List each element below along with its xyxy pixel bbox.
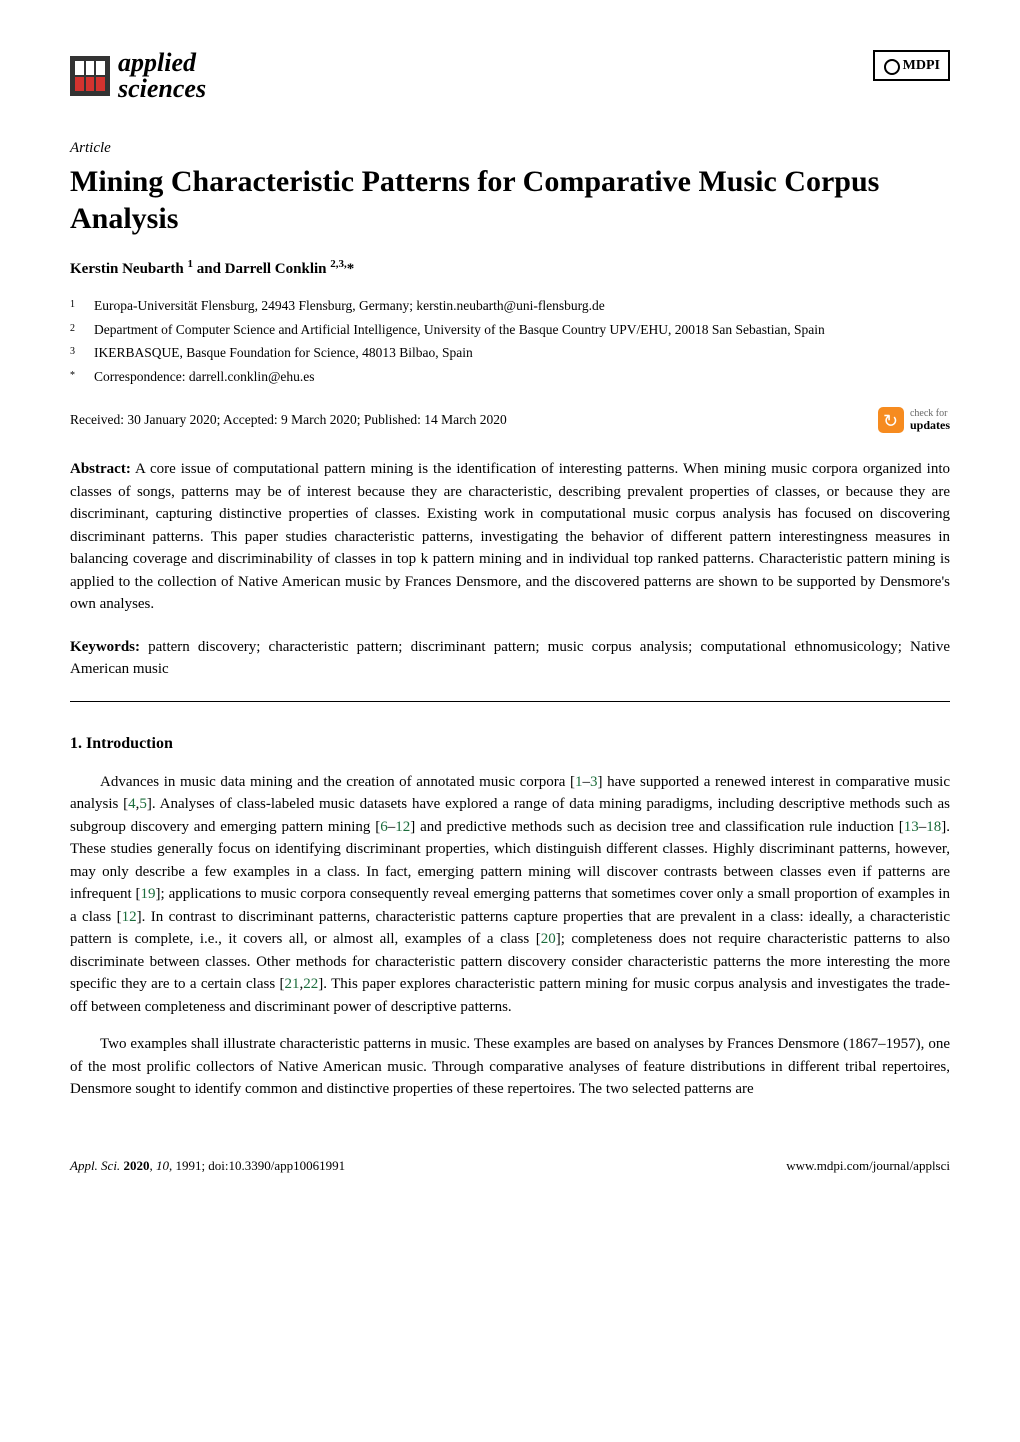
check-updates-icon — [878, 407, 904, 433]
reference-link[interactable]: 4 — [128, 796, 136, 812]
reference-link[interactable]: 13 — [904, 819, 919, 835]
reference-link[interactable]: 22 — [303, 976, 318, 992]
affil-text: IKERBASQUE, Basque Foundation for Scienc… — [94, 342, 473, 364]
affil-num: 3 — [70, 342, 82, 364]
keywords-label: Keywords: — [70, 639, 140, 655]
author-2-star: * — [347, 261, 355, 277]
affiliation-row: 3 IKERBASQUE, Basque Foundation for Scie… — [70, 342, 950, 364]
mdpi-icon — [883, 58, 899, 74]
article-type: Article — [70, 137, 950, 160]
journal-name-line2: sciences — [118, 76, 206, 102]
keywords-text: pattern discovery; characteristic patter… — [70, 639, 950, 678]
affil-num: 1 — [70, 295, 82, 317]
affil-text: Department of Computer Science and Artif… — [94, 319, 825, 341]
abstract-text: A core issue of computational pattern mi… — [70, 461, 950, 612]
reference-link[interactable]: 12 — [395, 819, 410, 835]
check-line2: updates — [910, 419, 950, 432]
journal-logo-icon — [70, 56, 110, 96]
affiliations: 1 Europa-Universität Flensburg, 24943 Fl… — [70, 295, 950, 387]
affil-num: 2 — [70, 319, 82, 341]
footer-row: Appl. Sci. 2020, 10, 1991; doi:10.3390/a… — [70, 1156, 950, 1176]
reference-link[interactable]: 1 — [575, 774, 583, 790]
publisher-logo: MDPI — [873, 50, 950, 81]
authors-connector: and Darrell Conklin — [193, 261, 330, 277]
author-1: Kerstin Neubarth — [70, 261, 188, 277]
authors: Kerstin Neubarth 1 and Darrell Conklin 2… — [70, 256, 950, 281]
author-2-sup: 2,3, — [330, 258, 347, 270]
journal-name: applied sciences — [118, 50, 206, 102]
footer-citation: Appl. Sci. 2020, 10, 1991; doi:10.3390/a… — [70, 1156, 345, 1176]
reference-link[interactable]: 19 — [141, 886, 156, 902]
publication-dates: Received: 30 January 2020; Accepted: 9 M… — [70, 410, 507, 430]
body-paragraph: Advances in music data mining and the cr… — [70, 771, 950, 1019]
section-divider — [70, 701, 950, 702]
publisher-name: MDPI — [903, 55, 940, 76]
reference-link[interactable]: 20 — [541, 931, 556, 947]
check-updates-text: check for updates — [910, 408, 950, 432]
affil-num: * — [70, 366, 82, 388]
reference-link[interactable]: 18 — [926, 819, 941, 835]
article-title: Mining Characteristic Patterns for Compa… — [70, 163, 950, 238]
reference-link[interactable]: 5 — [139, 796, 147, 812]
keywords: Keywords: pattern discovery; characteris… — [70, 636, 950, 681]
affiliation-row: * Correspondence: darrell.conklin@ehu.es — [70, 366, 950, 388]
affil-text: Europa-Universität Flensburg, 24943 Flen… — [94, 295, 605, 317]
header-row: applied sciences MDPI — [70, 50, 950, 102]
reference-link[interactable]: 3 — [590, 774, 598, 790]
reference-link[interactable]: 12 — [122, 909, 137, 925]
abstract: Abstract: A core issue of computational … — [70, 458, 950, 616]
footer-url[interactable]: www.mdpi.com/journal/applsci — [786, 1156, 950, 1176]
journal-name-line1: applied — [118, 50, 206, 76]
abstract-label: Abstract: — [70, 461, 131, 477]
dates-row: Received: 30 January 2020; Accepted: 9 M… — [70, 407, 950, 433]
reference-link[interactable]: 6 — [380, 819, 388, 835]
check-updates-badge[interactable]: check for updates — [878, 407, 950, 433]
affiliation-row: 2 Department of Computer Science and Art… — [70, 319, 950, 341]
reference-link[interactable]: 21 — [285, 976, 300, 992]
journal-logo: applied sciences — [70, 50, 206, 102]
section-heading: 1. Introduction — [70, 732, 950, 756]
affil-text: Correspondence: darrell.conklin@ehu.es — [94, 366, 314, 388]
affiliation-row: 1 Europa-Universität Flensburg, 24943 Fl… — [70, 295, 950, 317]
body-paragraph: Two examples shall illustrate characteri… — [70, 1033, 950, 1101]
